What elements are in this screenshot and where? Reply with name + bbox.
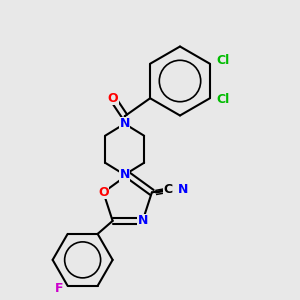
Text: O: O [98,186,109,199]
Text: O: O [107,92,118,105]
Text: N: N [137,214,148,227]
Text: N: N [119,117,130,130]
Text: N: N [178,183,189,196]
Text: Cl: Cl [217,93,230,106]
Text: C: C [164,183,173,196]
Text: N: N [119,168,130,181]
Text: F: F [54,282,63,296]
Text: Cl: Cl [217,54,230,67]
